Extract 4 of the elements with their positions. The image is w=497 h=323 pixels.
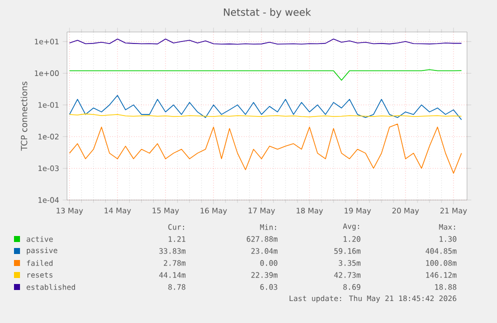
y-axis-title: TCP connections <box>20 82 28 151</box>
line-series <box>69 124 462 174</box>
line-series <box>69 94 462 120</box>
chart-title: Netstat - by week <box>224 8 312 18</box>
